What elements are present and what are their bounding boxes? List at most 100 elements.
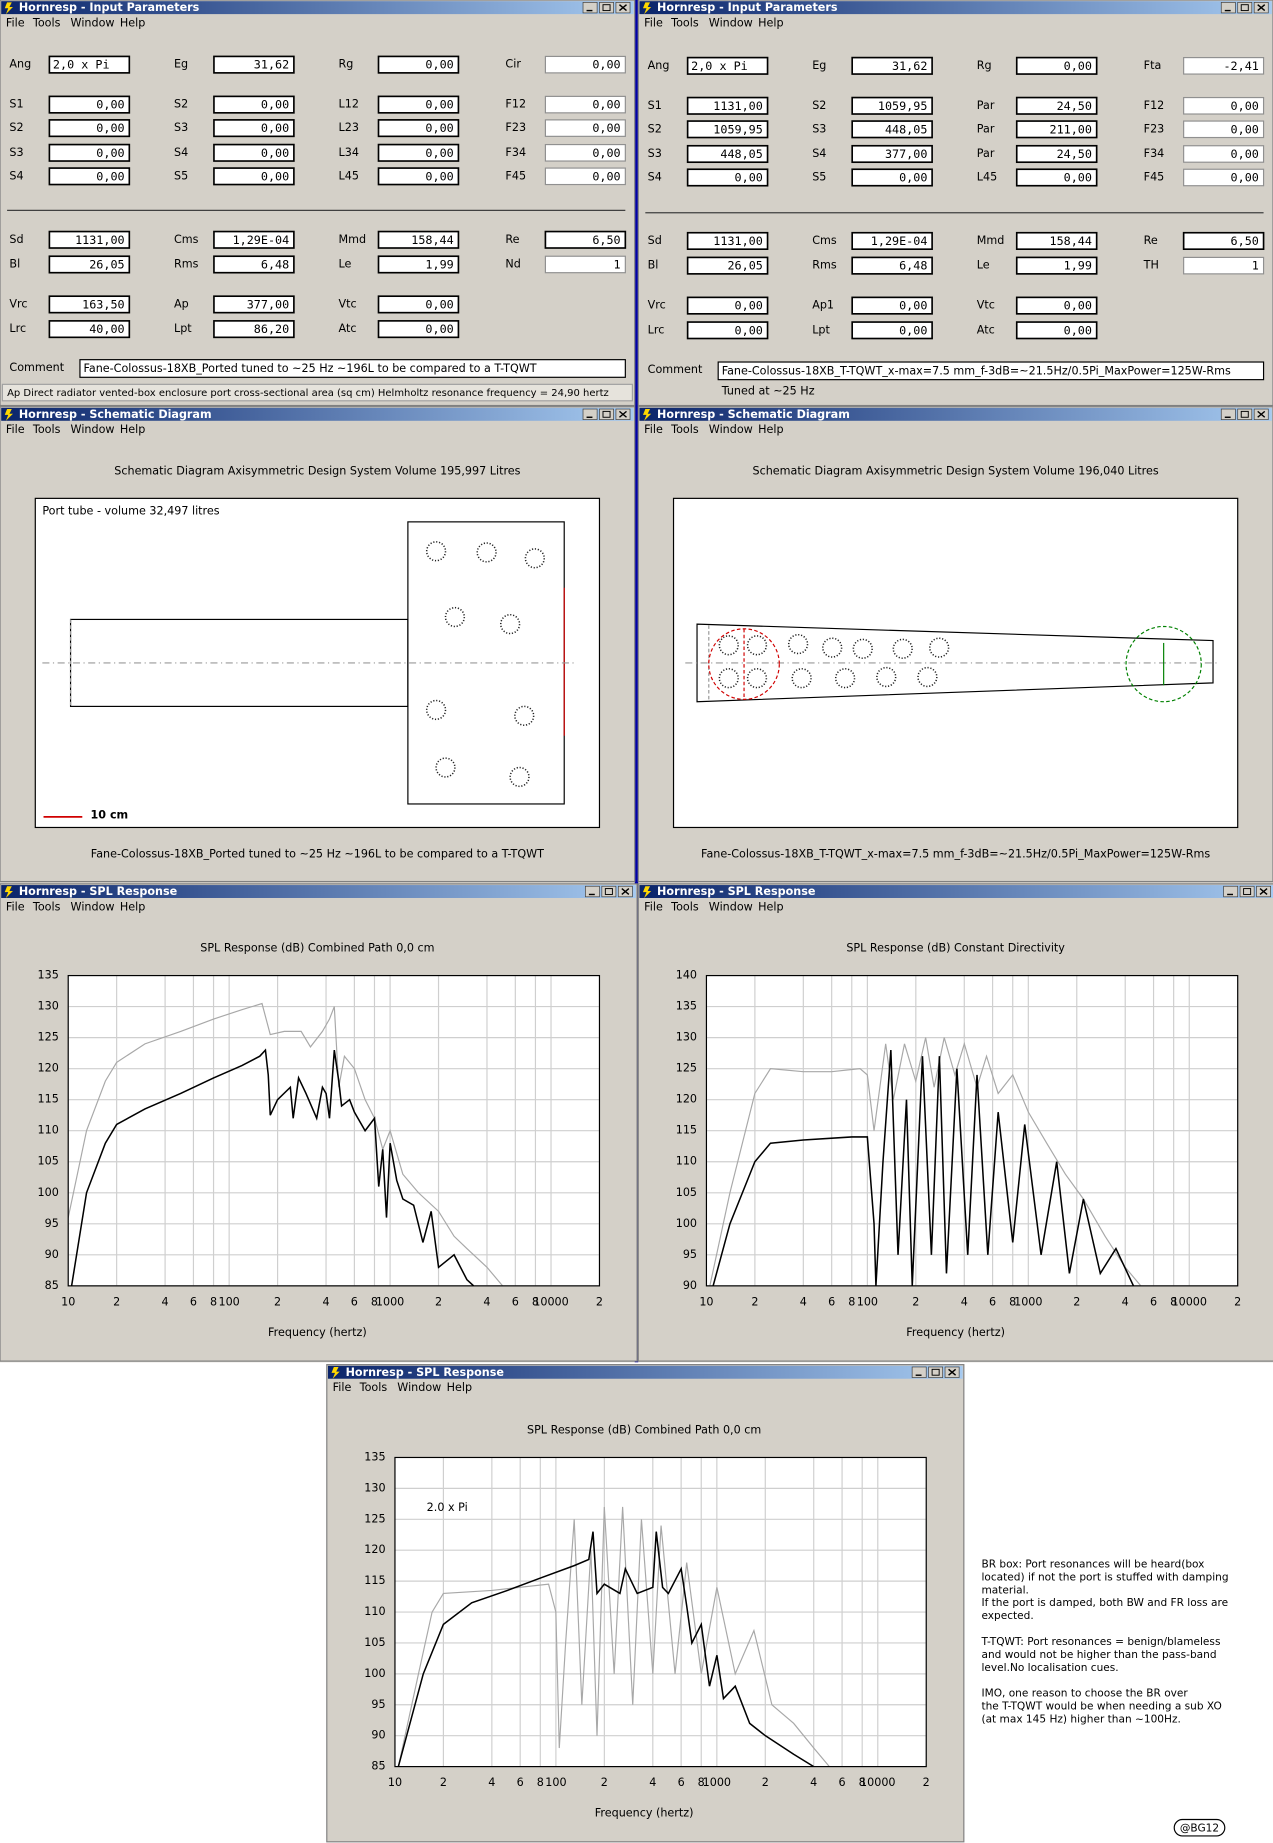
field-box[interactable]	[377, 119, 460, 138]
field-box[interactable]	[48, 119, 131, 138]
field-box[interactable]	[377, 167, 460, 186]
field-box[interactable]	[1183, 168, 1265, 187]
menu-item[interactable]: File	[6, 423, 25, 436]
menu-item[interactable]: Window	[709, 423, 753, 436]
field-box[interactable]	[48, 230, 131, 249]
field-box[interactable]	[48, 255, 131, 274]
maximize-button[interactable]	[599, 1, 614, 14]
field-box[interactable]	[213, 119, 295, 138]
menu-item[interactable]: Help	[758, 423, 783, 436]
field-box[interactable]	[213, 255, 295, 274]
minimize-button[interactable]	[911, 1366, 927, 1378]
field-box[interactable]	[1183, 145, 1265, 163]
maximize-button[interactable]	[599, 408, 614, 420]
minimize-button[interactable]	[1220, 408, 1236, 420]
menu-item[interactable]: File	[6, 900, 25, 913]
comment-box[interactable]	[79, 359, 626, 378]
field-box[interactable]	[851, 321, 933, 340]
field-box[interactable]	[544, 95, 626, 114]
field-box[interactable]	[1015, 120, 1098, 139]
field-box[interactable]	[213, 320, 295, 339]
field-box[interactable]	[1015, 168, 1098, 187]
menu-item[interactable]: Tools	[32, 423, 61, 436]
minimize-button[interactable]	[582, 1, 598, 14]
field-box[interactable]	[1183, 57, 1265, 75]
minimize-button[interactable]	[1220, 1, 1236, 14]
field-box[interactable]	[851, 56, 933, 75]
field-box[interactable]	[1183, 256, 1265, 275]
menu-item[interactable]: Help	[120, 423, 145, 436]
field-box[interactable]	[377, 143, 460, 162]
field-box[interactable]	[1015, 56, 1098, 75]
field-box[interactable]	[377, 320, 460, 339]
menu-item[interactable]: Help	[447, 1381, 472, 1394]
field-box[interactable]	[851, 120, 933, 139]
field-box[interactable]	[686, 144, 769, 164]
field-box[interactable]	[213, 295, 295, 314]
maximize-button[interactable]	[1239, 885, 1255, 898]
maximize-button[interactable]	[601, 885, 617, 898]
comment-box[interactable]	[717, 361, 1265, 381]
field-box[interactable]	[686, 256, 769, 275]
field-box[interactable]	[48, 167, 131, 186]
field-box[interactable]	[1015, 231, 1098, 251]
field-box[interactable]	[1015, 321, 1098, 340]
field-box[interactable]	[686, 56, 769, 75]
menu-item[interactable]: Help	[120, 17, 145, 30]
menu-item[interactable]: File	[644, 900, 663, 913]
menu-item[interactable]: Window	[71, 900, 115, 913]
field-box[interactable]	[1182, 231, 1265, 251]
field-box[interactable]	[213, 230, 295, 249]
menu-item[interactable]: Tools	[32, 17, 61, 30]
field-box[interactable]	[377, 230, 460, 249]
field-box[interactable]	[686, 231, 769, 251]
field-box[interactable]	[213, 167, 295, 186]
field-box[interactable]	[1183, 96, 1265, 115]
menu-item[interactable]: File	[644, 17, 663, 30]
field-box[interactable]	[1015, 144, 1098, 164]
minimize-button[interactable]	[582, 408, 598, 420]
field-box[interactable]	[213, 55, 295, 74]
menu-item[interactable]: Tools	[359, 1381, 388, 1394]
menu-item[interactable]: File	[333, 1381, 352, 1394]
menu-item[interactable]: Tools	[670, 17, 699, 30]
field-box[interactable]	[377, 95, 460, 114]
field-box[interactable]	[544, 167, 626, 186]
field-box[interactable]	[686, 168, 769, 187]
field-box[interactable]	[544, 119, 626, 137]
field-box[interactable]	[48, 55, 131, 74]
field-box[interactable]	[851, 168, 933, 187]
field-box[interactable]	[1015, 256, 1098, 275]
maximize-button[interactable]	[928, 1366, 944, 1378]
minimize-button[interactable]	[585, 885, 600, 898]
field-box[interactable]	[851, 231, 933, 251]
field-box[interactable]	[851, 96, 933, 115]
field-box[interactable]	[1183, 120, 1265, 139]
field-box[interactable]	[686, 120, 769, 139]
field-box[interactable]	[686, 321, 769, 340]
menu-item[interactable]: Tools	[32, 900, 61, 913]
field-box[interactable]	[48, 295, 131, 314]
maximize-button[interactable]	[1237, 408, 1253, 420]
field-box[interactable]	[1015, 296, 1098, 315]
menu-item[interactable]: Window	[397, 1381, 441, 1394]
field-box[interactable]	[48, 320, 131, 339]
menu-item[interactable]: Tools	[670, 423, 699, 436]
field-box[interactable]	[377, 55, 460, 74]
field-box[interactable]	[48, 95, 131, 114]
menu-item[interactable]: Help	[758, 17, 783, 30]
menu-item[interactable]: Help	[758, 900, 783, 913]
field-box[interactable]	[851, 256, 933, 275]
field-box[interactable]	[213, 143, 295, 162]
field-box[interactable]	[544, 230, 627, 249]
menu-item[interactable]: Window	[709, 17, 753, 30]
field-box[interactable]	[686, 96, 769, 115]
menu-item[interactable]: Window	[709, 900, 753, 913]
menu-item[interactable]: Help	[120, 900, 145, 913]
maximize-button[interactable]	[1237, 1, 1253, 14]
menu-item[interactable]: File	[6, 17, 25, 30]
field-box[interactable]	[1015, 96, 1098, 115]
menu-item[interactable]: Window	[71, 17, 115, 30]
field-box[interactable]	[544, 143, 626, 162]
field-box[interactable]	[851, 296, 933, 315]
